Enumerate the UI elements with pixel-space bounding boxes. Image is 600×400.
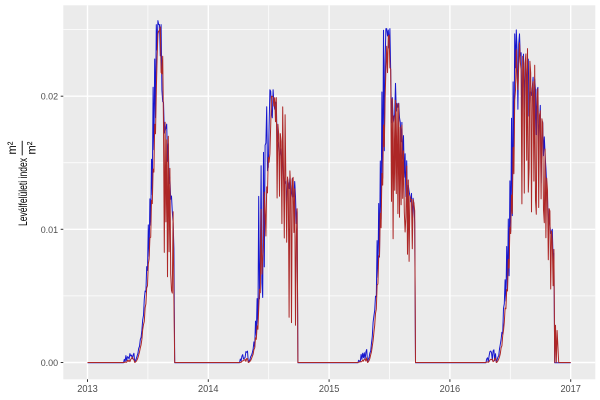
svg-text:2014: 2014: [198, 384, 219, 395]
svg-text:2017: 2017: [560, 384, 581, 395]
svg-text:0.02: 0.02: [41, 92, 58, 102]
svg-text:m²: m²: [5, 142, 19, 155]
svg-text:2015: 2015: [319, 384, 340, 395]
svg-text:Levélfelületi index: Levélfelületi index: [16, 158, 30, 226]
svg-text:0.00: 0.00: [41, 358, 58, 368]
svg-text:m²: m²: [24, 142, 38, 155]
svg-text:2016: 2016: [440, 384, 461, 395]
svg-text:0.01: 0.01: [41, 225, 58, 235]
svg-text:2013: 2013: [77, 384, 98, 395]
